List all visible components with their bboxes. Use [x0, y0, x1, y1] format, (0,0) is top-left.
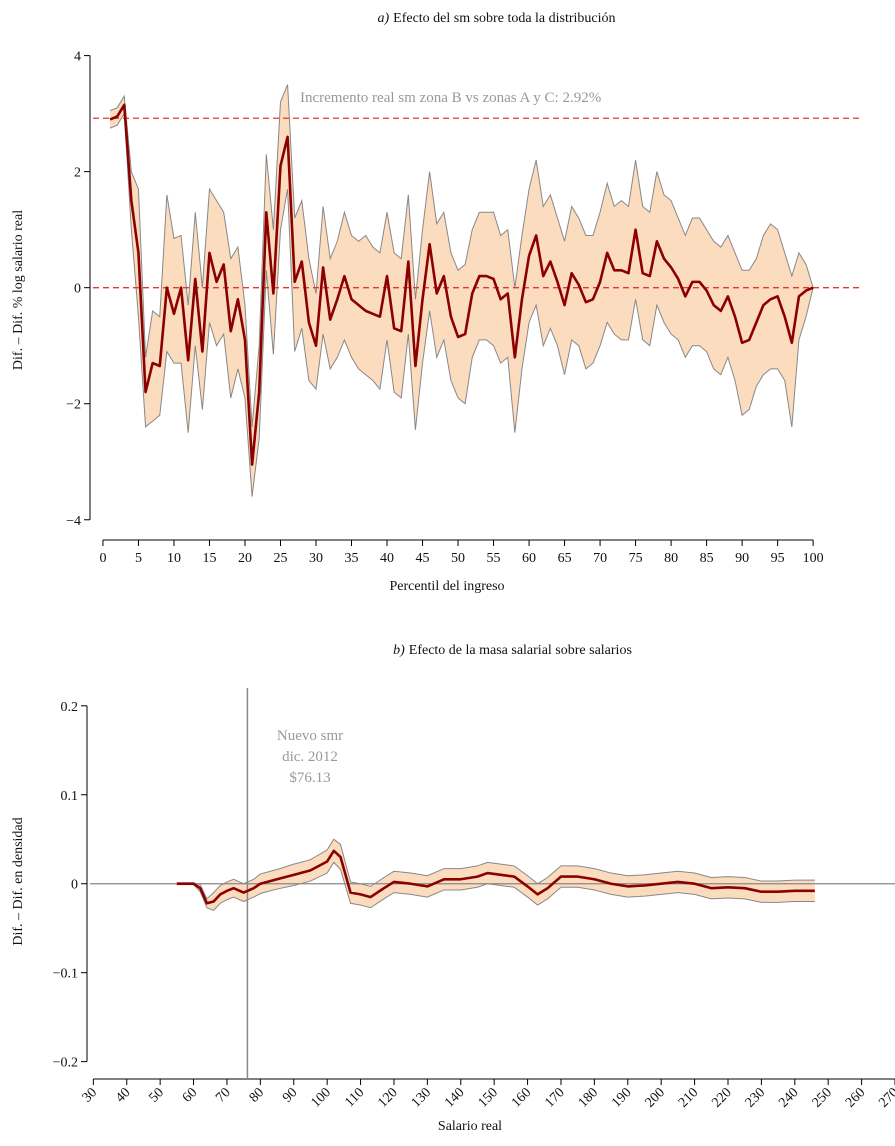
x-tick-label: 30 [309, 551, 323, 566]
x-tick-label: 0 [99, 551, 106, 566]
chart-title: a) Efecto del sm sobre toda la distribuci… [377, 11, 615, 26]
x-tick-label: 240 [776, 1085, 801, 1110]
x-tick-label: 70 [213, 1085, 234, 1106]
x-tick-label: 80 [247, 1085, 268, 1106]
annotation: Nuevo smr [277, 728, 343, 744]
x-tick-label: 30 [80, 1085, 101, 1106]
y-tick-label: −0.2 [53, 1056, 78, 1071]
annotation: Incremento real sm zona B vs zonas A y C… [300, 90, 601, 106]
x-tick-label: 250 [810, 1085, 835, 1110]
x-tick-label: 100 [309, 1085, 334, 1110]
x-tick-label: 40 [380, 551, 394, 566]
chart-title: b) Efecto de la masa salarial sobre salar… [393, 643, 632, 658]
y-tick-label: 4 [74, 50, 81, 65]
x-tick-label: 40 [113, 1085, 134, 1106]
annotation: dic. 2012 [282, 749, 338, 765]
x-tick-label: 5 [135, 551, 142, 566]
y-tick-label: 0 [74, 282, 81, 297]
x-tick-label: 90 [735, 551, 749, 566]
x-tick-label: 130 [409, 1085, 434, 1110]
annotation: $76.13 [289, 770, 330, 786]
x-tick-label: 220 [709, 1085, 734, 1110]
x-tick-label: 110 [342, 1085, 367, 1110]
x-tick-label: 85 [700, 551, 714, 566]
x-tick-label: 170 [542, 1085, 567, 1110]
x-tick-label: 260 [843, 1085, 868, 1110]
x-tick-label: 90 [280, 1085, 301, 1106]
y-tick-label: 2 [74, 166, 81, 181]
x-tick-label: 160 [509, 1085, 534, 1110]
confidence-band [110, 84, 814, 497]
x-tick-label: 55 [487, 551, 501, 566]
estimate-line [176, 849, 815, 905]
estimate-line [109, 103, 814, 466]
x-tick-label: 75 [629, 551, 643, 566]
x-tick-label: 270 [876, 1085, 895, 1110]
band-lower [176, 861, 815, 912]
x-tick-label: 65 [558, 551, 572, 566]
title-label: a) [377, 11, 389, 26]
y-tick-label: −4 [66, 514, 81, 529]
x-tick-label: 60 [522, 551, 536, 566]
x-tick-label: 95 [771, 551, 785, 566]
x-tick-label: 120 [375, 1085, 400, 1110]
x-tick-label: 140 [442, 1085, 467, 1110]
x-tick-label: 100 [803, 551, 824, 566]
x-tick-label: 45 [416, 551, 430, 566]
y-axis-label: Dif. – Dif. % log salario real [11, 210, 26, 370]
x-axis-label: Percentil del ingreso [389, 579, 504, 594]
y-tick-label: 0.2 [61, 700, 79, 715]
x-tick-label: 190 [609, 1085, 634, 1110]
x-tick-label: 50 [146, 1085, 167, 1106]
x-tick-label: 230 [743, 1085, 768, 1110]
x-tick-label: 80 [664, 551, 678, 566]
x-tick-label: 150 [476, 1085, 501, 1110]
x-tick-label: 10 [167, 551, 181, 566]
band-lower [109, 112, 814, 497]
y-tick-label: −2 [66, 398, 81, 413]
x-tick-label: 60 [180, 1085, 201, 1106]
y-axis-label: Dif. – Dif. en densidad [11, 817, 26, 945]
x-axis-label: Salario real [438, 1119, 502, 1134]
x-tick-label: 25 [273, 551, 287, 566]
y-tick-label: 0.1 [61, 789, 79, 804]
x-tick-label: 200 [643, 1085, 668, 1110]
x-tick-label: 35 [345, 551, 359, 566]
x-tick-label: 180 [576, 1085, 601, 1110]
y-tick-label: −0.1 [53, 967, 78, 982]
title-text: Efecto del sm sobre toda la distribución [393, 11, 615, 26]
x-tick-label: 15 [202, 551, 216, 566]
x-tick-label: 20 [238, 551, 252, 566]
band-upper [109, 84, 814, 427]
x-tick-label: 50 [451, 551, 465, 566]
title-text: Efecto de la masa salarial sobre salario… [409, 643, 632, 658]
x-tick-label: 70 [593, 551, 607, 566]
x-tick-label: 210 [676, 1085, 701, 1110]
title-label: b) [393, 643, 405, 658]
y-tick-label: 0 [71, 878, 78, 893]
